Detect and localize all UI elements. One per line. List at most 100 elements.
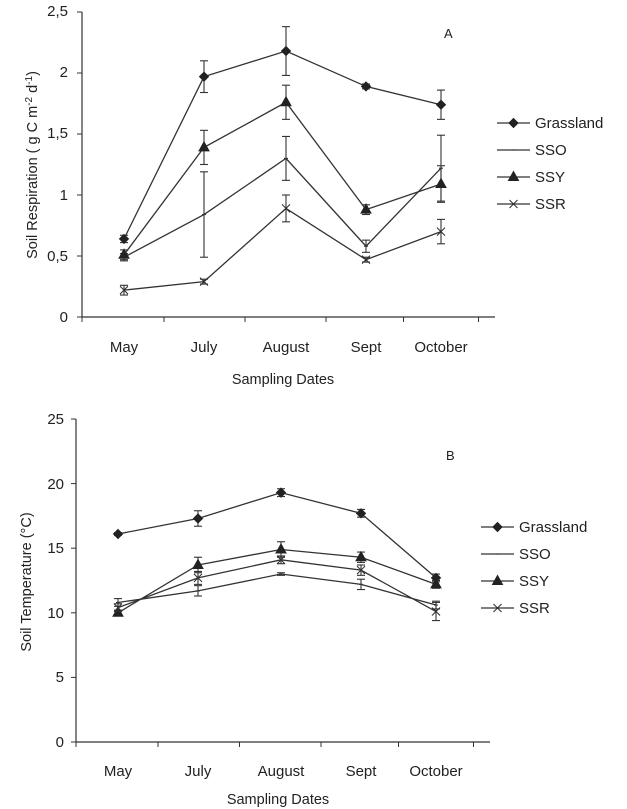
data-point-ssy	[280, 95, 292, 107]
legend-marker-grassland	[492, 521, 503, 533]
ylabel-superscript: -2	[24, 96, 35, 105]
ylabel-superscript: -1	[24, 75, 35, 84]
legend-label-grassland: Grassland	[519, 519, 587, 536]
panel-a-xtick-label: August	[263, 339, 311, 356]
panel-a-xtick-label: July	[191, 339, 218, 356]
panel-b-marks	[71, 418, 474, 747]
panel-a-y-axis-title: Soil Respiration ( g C m-2 d-1)	[24, 71, 41, 259]
panel-a-xtick-label: Sept	[351, 339, 383, 356]
panel-a-ytick-label: 0	[60, 309, 68, 326]
marker-stroke	[431, 607, 441, 616]
marker-stroke	[113, 603, 123, 613]
marker-stroke	[509, 199, 518, 209]
data-point-ssy	[360, 203, 372, 214]
panel-a-marks	[77, 11, 479, 322]
marker-stroke	[193, 573, 203, 583]
data-point-grassland	[118, 233, 130, 245]
series-ssr	[119, 194, 446, 296]
panel-b-ytick-label: 15	[47, 540, 64, 557]
data-point-ssy	[118, 248, 130, 259]
series-ssy	[118, 84, 447, 261]
panel-a: 0 0,5 1 1,5 2 2,5 May July August Sept O…	[24, 3, 603, 388]
data-point-grassland	[360, 81, 372, 92]
series-ssr	[113, 555, 441, 622]
data-point-grassland	[192, 513, 204, 524]
panel-b-x-axis-title: Sampling Dates	[227, 792, 329, 808]
series-line-sso	[123, 157, 442, 258]
panel-b-y-axis-title: Soil Temperature (°C)	[19, 512, 35, 651]
data-point-ssy	[198, 140, 210, 152]
panel-a-xtick-label: May	[110, 339, 139, 356]
ylabel-part: Soil Respiration ( g C m	[25, 106, 41, 259]
legend-marker-ssy	[491, 574, 504, 585]
marker-stroke	[493, 603, 502, 613]
series-grassland	[118, 26, 447, 245]
legend-marker-ssr	[509, 199, 518, 209]
data-point-ssr	[119, 285, 129, 295]
data-point-ssr	[361, 255, 371, 265]
panel-a-ytick-label: 2	[60, 64, 68, 81]
data-point-ssr	[281, 204, 291, 213]
data-point-ssr	[199, 277, 209, 287]
panel-b-legend: Grassland SSO SSY SSR	[481, 519, 587, 617]
panel-b-legend-marks	[481, 521, 514, 613]
legend-label-ssy: SSY	[535, 169, 565, 186]
panel-a-ytick-label: 0,5	[47, 248, 68, 265]
panel-b-xtick-label: Sept	[346, 763, 378, 780]
marker-stroke	[119, 285, 129, 295]
legend-marker-ssy	[507, 170, 520, 181]
marker-stroke	[281, 204, 291, 213]
marker-stroke	[361, 255, 371, 265]
panel-a-letter: A	[444, 26, 453, 41]
panel-b-xtick-label: October	[409, 763, 462, 780]
panel-b-ytick-label: 5	[56, 669, 64, 686]
legend-label-sso: SSO	[535, 142, 567, 159]
data-point-ssy	[192, 558, 204, 569]
panel-b: 0 5 10 15 20 25 May July August Sept Oct…	[19, 411, 587, 808]
series-line-ssy	[117, 548, 437, 614]
panel-b-xtick-label: August	[258, 763, 306, 780]
panel-a-ytick-label: 2,5	[47, 3, 68, 20]
data-point-ssr	[436, 227, 446, 236]
data-point-ssr	[356, 565, 366, 575]
series-sso	[114, 572, 440, 610]
panel-a-legend: Grassland SSO SSY SSR	[497, 115, 603, 213]
panel-b-xtick-label: May	[104, 763, 133, 780]
legend-label-sso: SSO	[519, 546, 551, 563]
data-point-grassland	[112, 528, 124, 540]
series-sso	[120, 134, 445, 262]
panel-b-letter: B	[446, 448, 455, 463]
marker-stroke	[199, 277, 209, 287]
marker-stroke	[276, 555, 286, 565]
data-point-grassland	[198, 71, 210, 82]
panel-b-xtick-label: July	[185, 763, 212, 780]
panel-a-legend-marks	[497, 117, 530, 209]
data-point-grassland	[275, 487, 287, 498]
data-point-grassland	[355, 508, 367, 519]
legend-label-ssr: SSR	[535, 196, 566, 213]
data-point-ssy	[275, 542, 287, 554]
panel-a-xtick-label: October	[414, 339, 467, 356]
series-line-ssr	[123, 207, 442, 291]
panel-a-ytick-label: 1	[60, 187, 68, 204]
data-point-ssr	[113, 603, 123, 613]
data-point-ssr	[431, 607, 441, 616]
legend-marker-grassland	[508, 117, 519, 129]
series-grassland	[112, 487, 442, 584]
data-point-ssr	[193, 573, 203, 583]
legend-label-ssr: SSR	[519, 600, 550, 617]
data-point-ssr	[276, 555, 286, 565]
marker-stroke	[436, 227, 446, 236]
ylabel-part: )	[25, 71, 41, 76]
series-line-grassland	[117, 491, 437, 579]
series-ssy	[112, 541, 442, 617]
data-point-grassland	[280, 45, 292, 57]
panel-b-ytick-label: 20	[47, 476, 64, 493]
data-point-ssy	[355, 550, 367, 562]
panel-b-ytick-label: 25	[47, 411, 64, 428]
legend-label-ssy: SSY	[519, 573, 549, 590]
data-point-grassland	[435, 99, 447, 110]
panel-a-x-axis-title: Sampling Dates	[232, 372, 334, 388]
legend-marker-ssr	[493, 603, 502, 613]
